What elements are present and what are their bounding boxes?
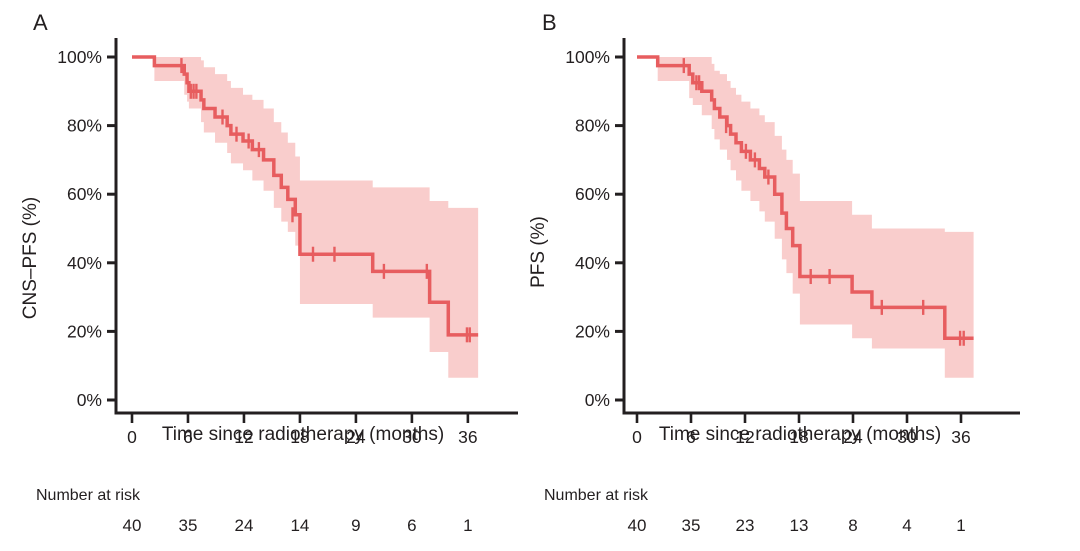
y-tick-label: 20%	[67, 321, 102, 341]
panel-a-number-at-risk-label: Number at risk	[36, 487, 141, 504]
x-tick-label: 30	[897, 427, 917, 447]
panel-a-x-axis-title: Time since radiotherapy (months)	[161, 424, 445, 445]
risk-count: 9	[351, 516, 361, 535]
risk-count: 1	[956, 516, 966, 535]
x-tick-label: 36	[458, 427, 477, 447]
x-tick-label: 24	[843, 427, 863, 447]
x-tick-label: 12	[735, 427, 754, 447]
risk-count: 40	[122, 516, 142, 535]
panel-b-risk-row: 40 35 23 13 8 4 1	[0, 516, 1080, 540]
risk-count: 40	[627, 516, 647, 535]
x-tick-label: 0	[127, 427, 137, 447]
y-tick-label: 40%	[575, 253, 610, 273]
risk-count: 1	[463, 516, 473, 535]
panel-a-y-axis-title: CNS–PFS (%)	[20, 196, 41, 320]
risk-count: 8	[848, 516, 858, 535]
panel-a-risk-row: 40 35 24 14 9 6 1	[0, 516, 1080, 540]
x-tick-label: 24	[346, 427, 366, 447]
panel-b-x-axis-title: Time since radiotherapy (months)	[658, 424, 942, 445]
panel-b-y-axis-title: PFS (%)	[528, 216, 549, 288]
y-tick-label: 0%	[585, 390, 610, 410]
panel-a-label: A	[33, 10, 48, 35]
panel-b-number-at-risk-label: Number at risk	[544, 487, 649, 504]
y-tick-label: 40%	[67, 253, 102, 273]
risk-count: 4	[902, 516, 912, 535]
risk-count: 24	[234, 516, 254, 535]
risk-count: 23	[735, 516, 755, 535]
y-tick-label: 20%	[575, 321, 610, 341]
y-tick-label: 100%	[565, 47, 610, 67]
y-tick-label: 0%	[77, 390, 102, 410]
y-tick-label: 60%	[575, 184, 610, 204]
x-tick-label: 0	[632, 427, 642, 447]
x-tick-label: 12	[234, 427, 253, 447]
x-tick-label: 18	[789, 427, 808, 447]
y-tick-label: 60%	[67, 184, 102, 204]
risk-count: 14	[290, 516, 310, 535]
y-tick-label: 80%	[67, 116, 102, 136]
x-tick-label: 36	[951, 427, 970, 447]
x-tick-label: 6	[686, 427, 696, 447]
x-tick-label: 18	[290, 427, 309, 447]
risk-count: 35	[178, 516, 198, 535]
risk-count: 6	[407, 516, 417, 535]
risk-count: 35	[681, 516, 701, 535]
risk-count: 13	[789, 516, 809, 535]
x-tick-label: 30	[402, 427, 422, 447]
x-tick-label: 6	[183, 427, 193, 447]
confidence-band	[657, 57, 974, 378]
y-tick-label: 80%	[575, 116, 610, 136]
y-tick-label: 100%	[57, 47, 102, 67]
panel-b-label: B	[542, 10, 557, 35]
